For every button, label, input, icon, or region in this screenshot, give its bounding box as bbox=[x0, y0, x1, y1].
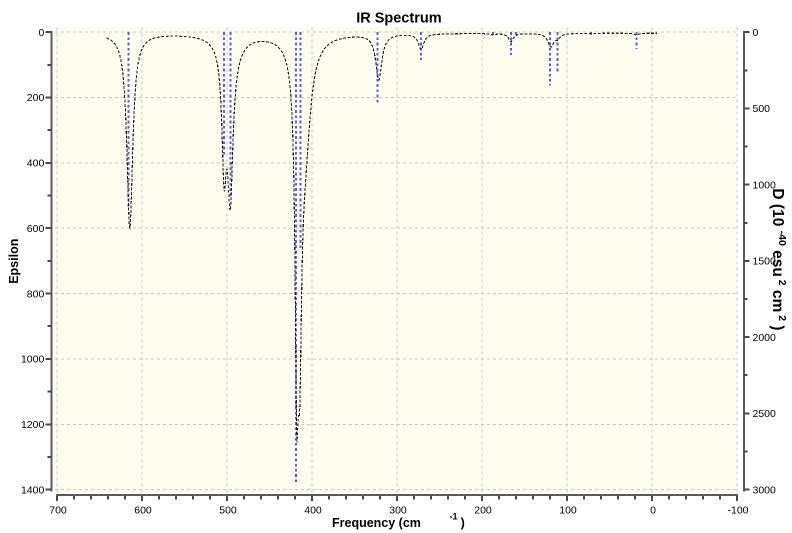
svg-text:-100: -100 bbox=[727, 505, 748, 517]
svg-text:400: 400 bbox=[304, 505, 322, 517]
svg-text:800: 800 bbox=[27, 288, 45, 300]
svg-text:600: 600 bbox=[134, 505, 152, 517]
svg-text:D (10 -40 esu 2 cm 2 ): D (10 -40 esu 2 cm 2 ) bbox=[769, 188, 788, 330]
svg-text:0: 0 bbox=[753, 27, 759, 39]
svg-text:Epsilon: Epsilon bbox=[7, 239, 21, 284]
svg-text:): ) bbox=[461, 516, 465, 530]
svg-text:300: 300 bbox=[389, 505, 407, 517]
svg-text:0: 0 bbox=[38, 27, 44, 39]
svg-text:3000: 3000 bbox=[753, 484, 777, 496]
svg-text:500: 500 bbox=[219, 505, 237, 517]
svg-text:200: 200 bbox=[27, 92, 45, 104]
svg-text:1400: 1400 bbox=[21, 484, 45, 496]
svg-text:600: 600 bbox=[27, 223, 45, 235]
svg-text:100: 100 bbox=[559, 505, 577, 517]
svg-text:1200: 1200 bbox=[21, 419, 45, 431]
svg-text:IR Spectrum: IR Spectrum bbox=[356, 11, 441, 27]
svg-text:400: 400 bbox=[27, 158, 45, 170]
svg-text:2000: 2000 bbox=[753, 332, 777, 344]
svg-text:500: 500 bbox=[753, 103, 771, 115]
svg-text:1000: 1000 bbox=[753, 179, 777, 191]
svg-text:2500: 2500 bbox=[753, 408, 777, 420]
svg-text:1500: 1500 bbox=[753, 256, 777, 268]
svg-text:700: 700 bbox=[49, 505, 67, 517]
svg-text:Frequency (cm: Frequency (cm bbox=[332, 516, 421, 530]
svg-text:1000: 1000 bbox=[21, 354, 45, 366]
svg-text:-1: -1 bbox=[450, 512, 458, 522]
svg-text:200: 200 bbox=[474, 505, 492, 517]
svg-text:0: 0 bbox=[650, 505, 656, 517]
